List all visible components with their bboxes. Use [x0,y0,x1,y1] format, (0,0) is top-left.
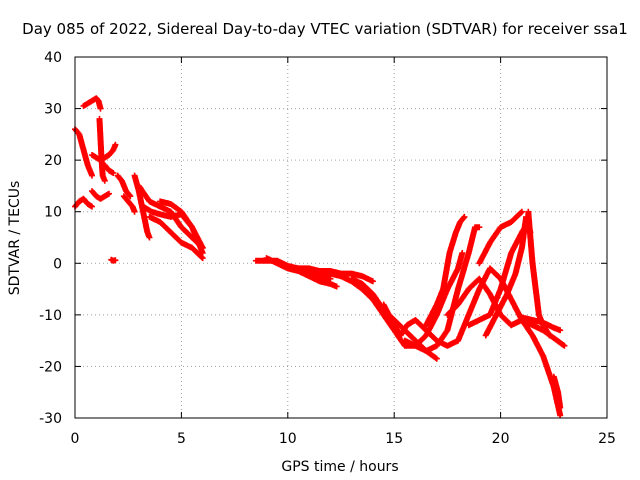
series-marks [101,162,117,176]
y-tick-label: 10 [44,205,62,221]
series-arc-32 [550,373,564,411]
series-arc-05 [89,141,119,164]
series-marks [316,270,366,293]
series-marks [263,255,340,290]
y-tick-label: 40 [44,50,62,66]
series-arc-06 [101,162,117,176]
series-marks [550,373,564,411]
y-tick-label: 0 [53,256,62,272]
x-tick-labels: 0 5 10 15 20 25 [71,431,616,447]
series-arc-10 [120,193,138,215]
series-marks [108,256,119,264]
series-arc-14 [146,213,206,262]
series-arc-24 [423,213,468,329]
series-arc-28 [476,208,525,267]
series-marks [476,208,525,267]
y-axis-label: SDTVAR / TECUs [7,181,23,296]
x-tick-label: 5 [177,431,186,447]
x-tick-label: 25 [598,431,616,447]
series-arc-15 [157,198,206,256]
series-arc-08 [108,256,119,264]
y-tick-label: -30 [39,411,62,427]
y-tick-label: -10 [39,308,62,324]
series-marks [146,213,206,262]
series-marks [89,141,119,164]
series-marks [89,188,112,202]
y-tick-labels: -30 -20 -10 0 10 20 30 40 [39,50,62,427]
x-axis-label: GPS time / hours [281,459,398,475]
series-arc-17 [263,255,340,290]
x-tick-label: 10 [279,431,297,447]
series-arc-09 [114,172,134,200]
x-tick-label: 0 [71,431,80,447]
series-marks [423,213,468,329]
axis-ticks [74,56,608,419]
series-marks [518,314,564,334]
plot-frame [74,56,608,419]
series-marks [114,172,134,200]
series-marks [80,95,104,112]
series-arc-07 [89,188,112,202]
data-marks [72,95,568,419]
x-tick-label: 20 [492,431,510,447]
y-tick-label: 20 [44,153,62,169]
series-arc-19 [316,270,366,293]
grid-lines [75,57,607,418]
series-arc-03 [80,95,104,112]
series-marks [120,193,138,215]
chart-title: Day 085 of 2022, Sidereal Day-to-day VTE… [22,20,628,38]
series-arc-31 [518,314,564,334]
series-marks [157,198,206,256]
y-tick-label: 30 [44,102,62,118]
y-tick-label: -20 [39,359,62,375]
x-tick-label: 15 [385,431,403,447]
